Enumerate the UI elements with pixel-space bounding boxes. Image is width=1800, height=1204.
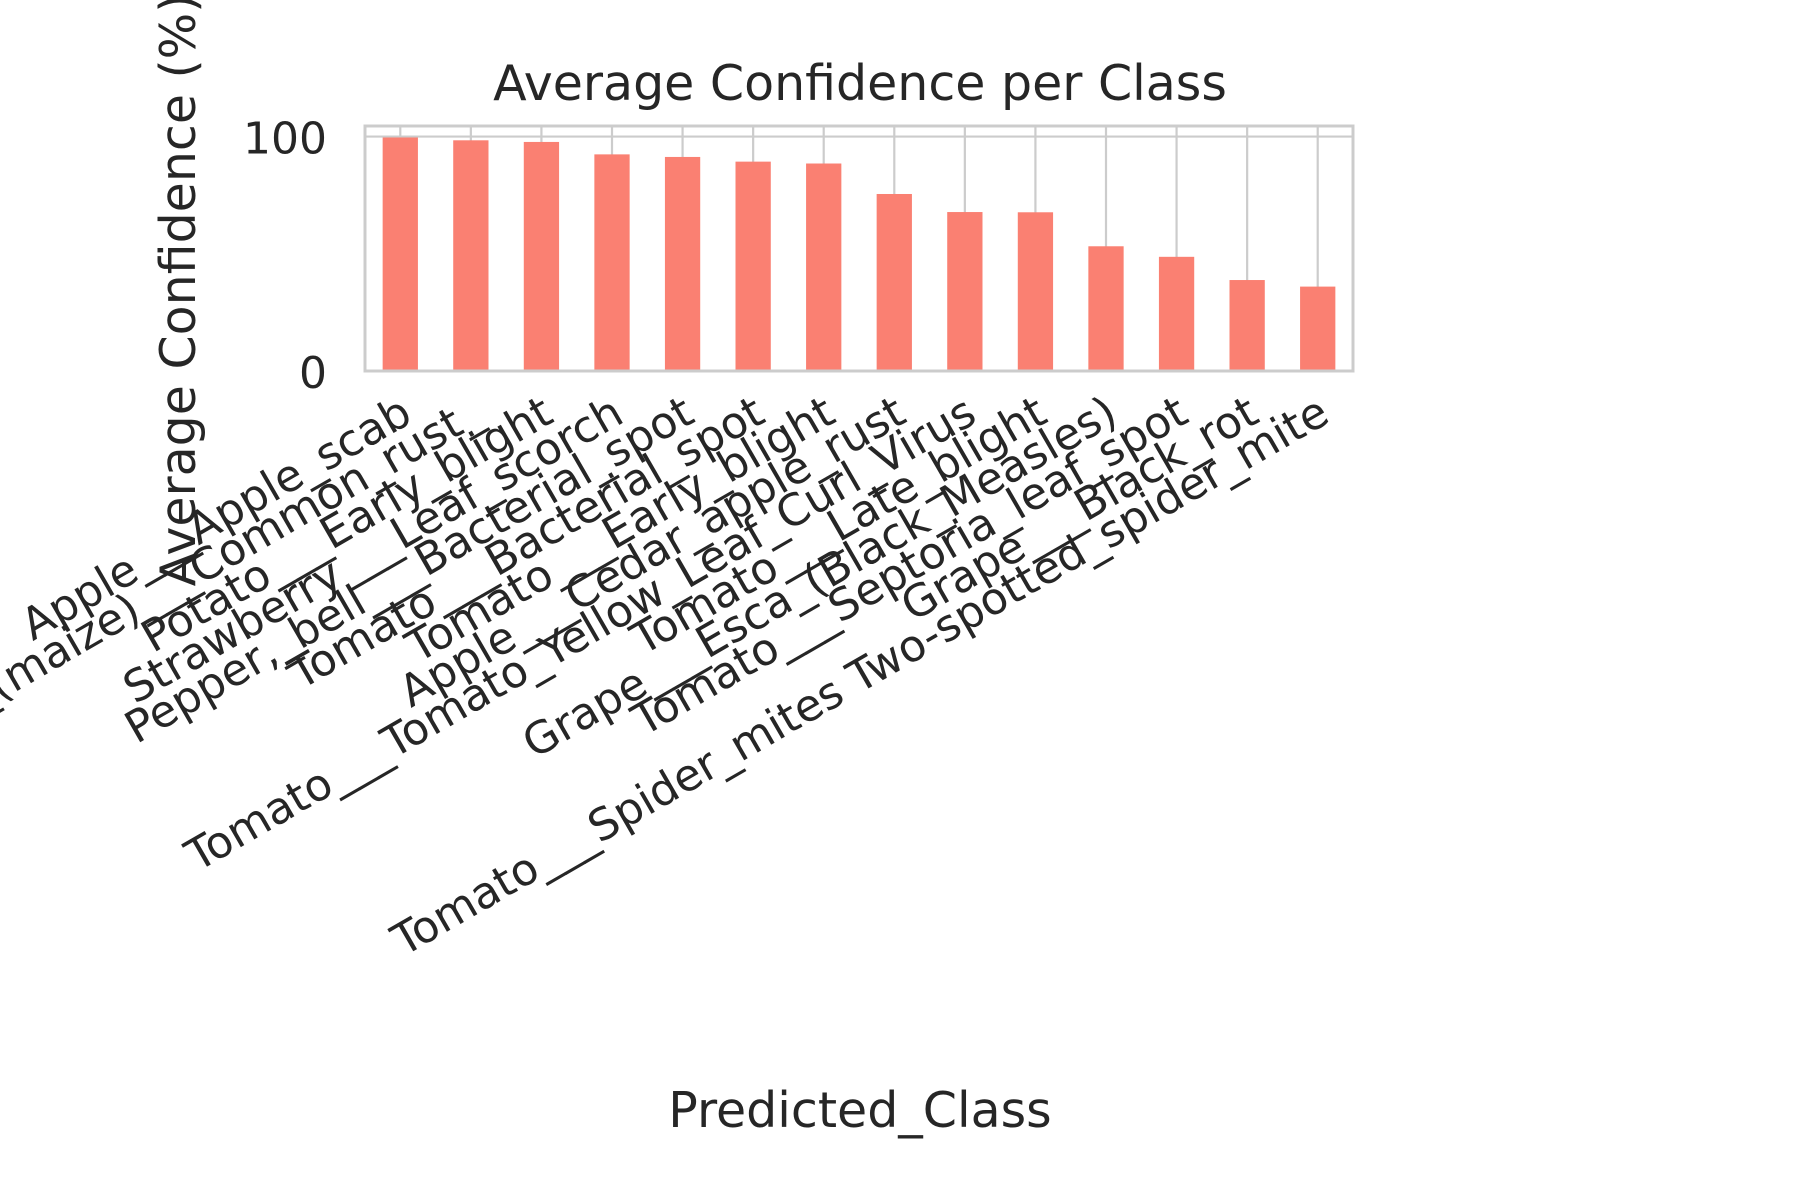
x-axis-label: Predicted_Class	[668, 1082, 1051, 1139]
bars	[382, 137, 1336, 371]
chart-title: Average Confidence per Class	[493, 55, 1227, 112]
bar	[806, 163, 842, 371]
bar	[523, 141, 560, 371]
bar	[1300, 286, 1336, 371]
bar	[1229, 280, 1265, 371]
bar	[664, 156, 701, 371]
bar	[1088, 246, 1124, 371]
bar	[382, 137, 418, 371]
y-tick-labels: 0 100	[243, 114, 327, 399]
bar	[947, 212, 983, 371]
bar	[876, 193, 912, 371]
bar	[594, 154, 630, 371]
y-tick-label: 100	[243, 114, 327, 165]
bar	[453, 140, 489, 371]
plot-frame	[363, 124, 1355, 373]
y-tick-label: 0	[299, 348, 327, 399]
bar	[735, 161, 771, 371]
bar	[1017, 212, 1054, 371]
bar	[1158, 256, 1195, 371]
y-axis-label: Average Confidence (%)	[150, 0, 207, 586]
